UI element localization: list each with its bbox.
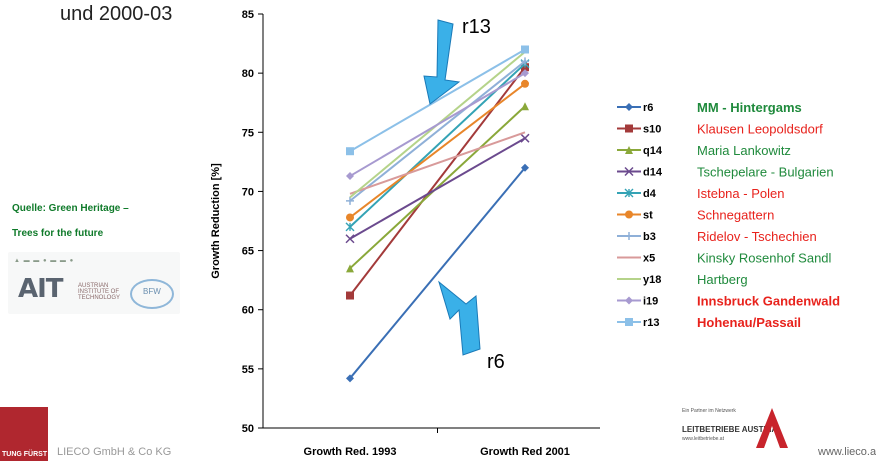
legend-marker-i19 bbox=[625, 296, 633, 305]
y-axis-label: Growth Reduction [%] bbox=[210, 163, 222, 279]
y-tick-label: 85 bbox=[242, 9, 254, 21]
legend-label-b3: Ridelov - Tschechien bbox=[697, 229, 817, 244]
legend-code-x5: x5 bbox=[643, 253, 655, 265]
legend-code-r6: r6 bbox=[643, 102, 653, 114]
annotation-r6: r6 bbox=[487, 351, 505, 373]
y-tick-label: 65 bbox=[242, 246, 254, 258]
legend-code-d14: d14 bbox=[643, 167, 663, 179]
legend-code-i19: i19 bbox=[643, 296, 658, 308]
series-line-st bbox=[349, 82, 526, 219]
y-tick-label: 60 bbox=[242, 305, 254, 317]
legend-label-s10: Klausen Leopoldsdorf bbox=[697, 122, 823, 137]
legend-code-s10: s10 bbox=[643, 124, 661, 136]
arrow-r6-icon bbox=[438, 280, 481, 356]
data-point-r6-0 bbox=[346, 374, 354, 383]
legend-code-y18: y18 bbox=[643, 274, 661, 286]
legend-marker-st bbox=[625, 210, 633, 219]
data-point-s10-0 bbox=[346, 291, 354, 300]
data-point-r6-1 bbox=[521, 163, 529, 172]
legend-code-d4: d4 bbox=[643, 188, 657, 200]
series-line-i19 bbox=[349, 72, 526, 177]
y-tick-label: 80 bbox=[242, 68, 254, 80]
y-tick-label: 55 bbox=[242, 364, 254, 376]
legend-label-r6: MM - Hintergams bbox=[697, 100, 802, 115]
legend-marker-d14 bbox=[624, 166, 634, 177]
bfw-logo: BFW bbox=[130, 279, 174, 309]
data-point-d14-0 bbox=[345, 234, 355, 244]
legend-label-q14: Maria Lankowitz bbox=[697, 143, 791, 158]
annotation-r13: r13 bbox=[462, 16, 491, 38]
source-line-1: Quelle: Green Heritage – bbox=[12, 203, 129, 214]
y-tick-label: 70 bbox=[242, 186, 254, 198]
partner-logo-row: ▲ ▬ ▬ ● ▬ ▬ ● bbox=[14, 258, 75, 264]
leitbetriebe-mark-icon bbox=[756, 408, 788, 448]
series-line-r13 bbox=[349, 48, 526, 153]
data-point-st-0 bbox=[346, 213, 354, 222]
data-point-d14-1 bbox=[520, 133, 530, 143]
legend-label-d4: Istebna - Polen bbox=[697, 186, 784, 201]
legend-label-y18: Hartberg bbox=[697, 272, 748, 287]
series-line-b3 bbox=[349, 60, 526, 202]
legend-label-d14: Tschepelare - Bulgarien bbox=[697, 165, 834, 180]
data-point-i19-0 bbox=[346, 172, 354, 181]
legend-marker-d4 bbox=[624, 188, 634, 198]
data-point-r13-1 bbox=[521, 45, 529, 54]
legend-marker-r6 bbox=[625, 103, 633, 111]
data-point-d4-0 bbox=[345, 222, 355, 232]
leitbetriebe-url: www.leitbetriebe.at bbox=[682, 436, 724, 442]
legend-label-i19: Innsbruck Gandenwald bbox=[697, 294, 840, 309]
data-point-b3-1 bbox=[521, 57, 529, 66]
data-point-r13-0 bbox=[346, 147, 354, 156]
legend-code-b3: b3 bbox=[643, 231, 656, 243]
legend-code-r13: r13 bbox=[643, 317, 660, 329]
legend-label-x5: Kinsky Rosenhof Sandl bbox=[697, 251, 832, 266]
slide-subtitle: und 2000-03 bbox=[60, 3, 173, 25]
series-line-x5 bbox=[349, 131, 526, 195]
legend-label-st: Schnegattern bbox=[697, 208, 774, 223]
legend-marker-b3 bbox=[625, 232, 633, 240]
data-point-b3-0 bbox=[346, 196, 354, 205]
data-point-i19-1 bbox=[521, 69, 529, 78]
legend-code-q14: q14 bbox=[643, 145, 663, 157]
ait-logo-subtext: AUSTRIAN INSTITUTE OF TECHNOLOGY bbox=[78, 283, 121, 301]
legend-code-st: st bbox=[643, 210, 653, 222]
leitbetriebe-caption: Ein Partner im Netzwerk bbox=[682, 408, 736, 414]
series-line-r6 bbox=[349, 167, 526, 379]
source-line-2: Trees for the future bbox=[12, 228, 104, 239]
legend-marker-s10 bbox=[625, 124, 633, 133]
series-line-q14 bbox=[349, 105, 526, 270]
series-line-d14 bbox=[349, 137, 526, 240]
legend-marker-r13 bbox=[625, 318, 633, 326]
arrow-r13-icon bbox=[423, 19, 461, 105]
y-tick-label: 75 bbox=[242, 127, 254, 139]
company-logo-text: TUNG FÜRST bbox=[2, 451, 48, 458]
data-point-st-1 bbox=[521, 79, 529, 88]
website: www.lieco.a bbox=[818, 446, 876, 458]
x-tick-label: Growth Red 2001 bbox=[480, 446, 570, 458]
data-point-q14-0 bbox=[346, 264, 354, 273]
legend-marker-q14 bbox=[625, 146, 633, 154]
legend-label-r13: Hohenau/Passail bbox=[697, 315, 801, 330]
bfw-logo-text: BFW bbox=[143, 287, 161, 296]
company-name: LIECO GmbH & Co KG bbox=[57, 446, 172, 458]
partner-logos: ▲ ▬ ▬ ● ▬ ▬ ● AIT AUSTRIAN INSTITUTE OF … bbox=[8, 252, 180, 314]
leitbetriebe-logo: Ein Partner im Netzwerk LEITBETRIEBE AUS… bbox=[682, 404, 802, 454]
x-tick-label: Growth Red. 1993 bbox=[304, 446, 397, 458]
data-point-q14-1 bbox=[521, 102, 529, 111]
company-logo-block: TUNG FÜRST bbox=[0, 407, 48, 461]
y-tick-label: 50 bbox=[242, 423, 254, 435]
leitbetriebe-name: LEITBETRIEBE AUSTRIA bbox=[682, 425, 778, 434]
ait-logo: AIT bbox=[18, 274, 64, 304]
